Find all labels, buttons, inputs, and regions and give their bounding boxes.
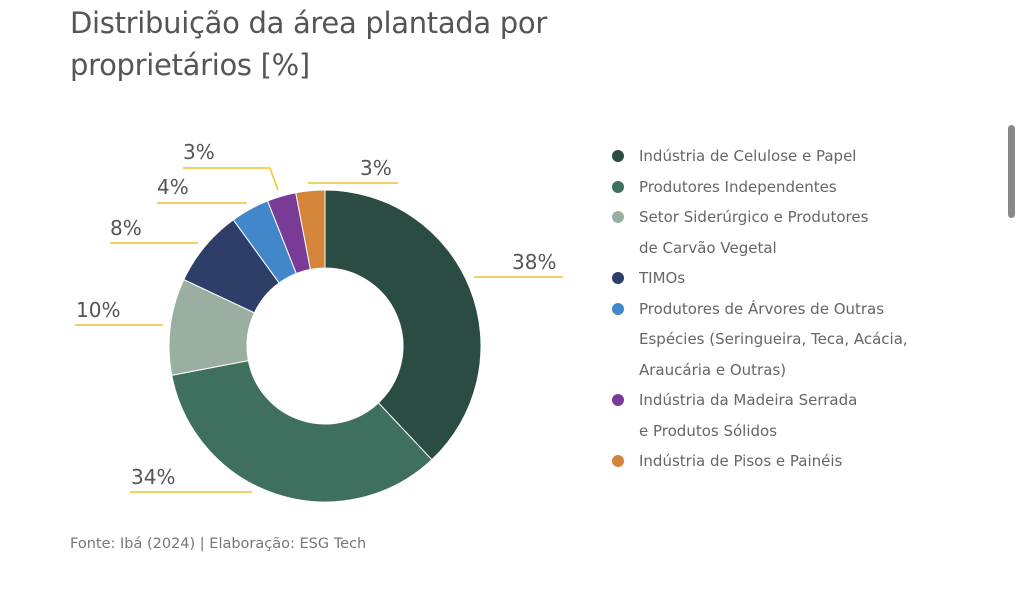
- legend-label: Indústria da Madeira Serrada: [639, 391, 858, 409]
- legend-label: Espécies (Seringueira, Teca, Acácia,: [639, 330, 908, 348]
- legend-dot-icon: [612, 302, 624, 315]
- leader-line-madeira: [183, 167, 279, 191]
- data-label-timos: 8%: [110, 216, 142, 240]
- legend-dot-icon: [612, 394, 624, 406]
- legend-item: Indústria de Celulose e Papel: [612, 141, 908, 172]
- legend-label: Produtores Independentes: [639, 177, 837, 196]
- legend-label: Indústria de Pisos e Painéis: [639, 452, 843, 470]
- legend-item: Setor Siderúrgico e Produtores de Carvão…: [612, 202, 908, 263]
- legend-dot-icon: [612, 180, 624, 193]
- legend-label: Setor Siderúrgico e Produtores: [639, 208, 869, 226]
- legend-dot-icon: [612, 455, 624, 467]
- chart-title: Distribuição da área plantada por propri…: [70, 2, 547, 86]
- legend-item: Indústria da Madeira Serrada e Produtos …: [612, 385, 908, 446]
- legend-label: TIMOs: [639, 269, 686, 287]
- legend-item: Indústria de Pisos e Painéis: [612, 446, 908, 477]
- chart-title-line: Distribuição da área plantada por: [70, 6, 547, 40]
- legend-dot-icon: [612, 272, 624, 284]
- legend-dot-icon: [612, 211, 624, 223]
- data-label-madeira: 3%: [183, 140, 215, 164]
- legend-label: de Carvão Vegetal: [639, 238, 777, 257]
- legend-item: Produtores Independentes: [612, 172, 908, 203]
- slice-celulose: [324, 189, 482, 461]
- scrollbar[interactable]: [1008, 125, 1015, 218]
- legend-item: TIMOs: [612, 263, 908, 294]
- legend-label: Araucária e Outras): [639, 360, 787, 379]
- legend: Indústria de Celulose e Papel Produtores…: [612, 141, 908, 477]
- legend-label: e Produtos Sólidos: [639, 421, 778, 440]
- source-footer: Fonte: Ibá (2024) | Elaboração: ESG Tech: [70, 536, 367, 552]
- slice-pisos: [295, 189, 326, 270]
- data-label-siderurgico: 10%: [76, 298, 121, 322]
- data-label-independentes: 34%: [131, 465, 176, 489]
- chart-title-line: proprietários [%]: [70, 48, 310, 82]
- slice-independentes: [171, 360, 433, 503]
- legend-label: Indústria de Celulose e Papel: [639, 147, 857, 165]
- data-label-outras-especies: 4%: [157, 175, 189, 199]
- data-label-celulose: 38%: [512, 250, 557, 274]
- legend-item: Produtores de Árvores de Outras Espécies…: [612, 294, 908, 386]
- data-label-pisos: 3%: [360, 156, 392, 180]
- legend-label: Produtores de Árvores de Outras: [639, 299, 885, 318]
- legend-dot-icon: [612, 150, 624, 162]
